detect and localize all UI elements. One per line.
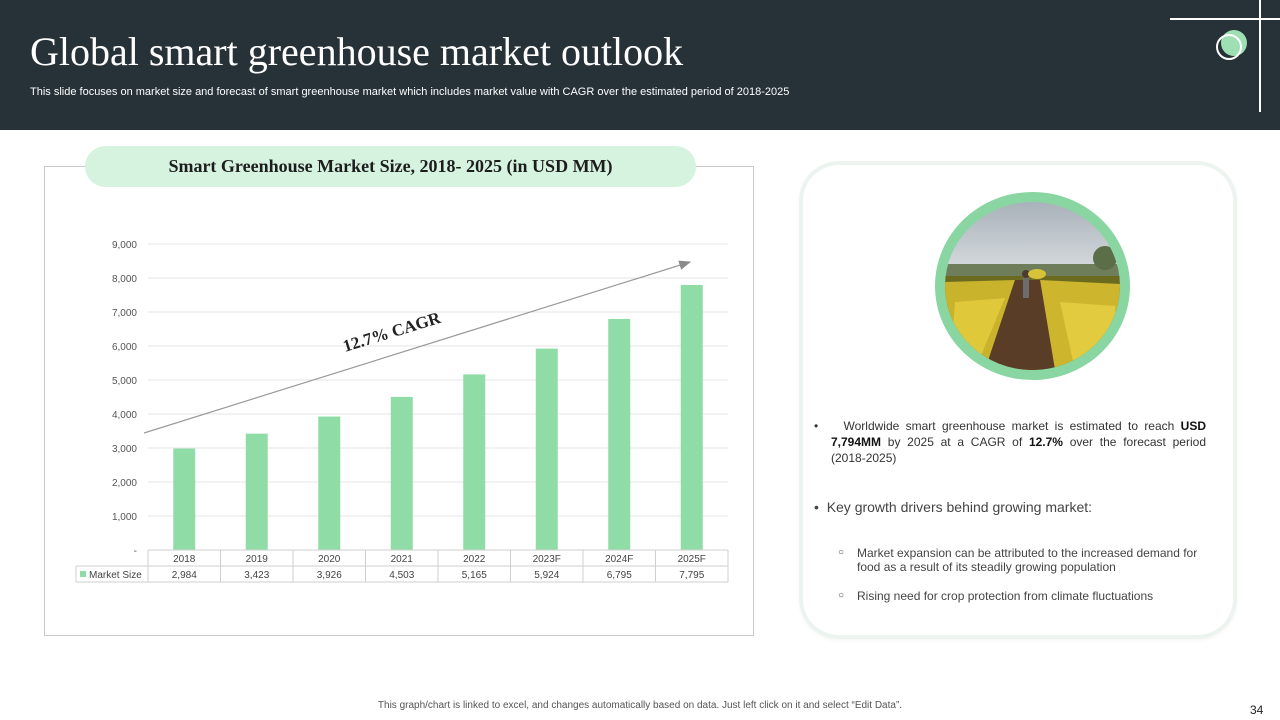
chart-title-pill: Smart Greenhouse Market Size, 2018- 2025… <box>85 146 696 187</box>
data-label: 6,795 <box>607 570 632 581</box>
sub-bullet-crop-protection: ○ Rising need for crop protection from c… <box>838 589 1208 603</box>
y-tick-label: - <box>134 546 137 557</box>
bar <box>318 416 341 550</box>
deco-circle-outline-icon <box>1216 34 1242 60</box>
x-tick-label: 2023F <box>533 554 561 565</box>
cagr-annotation: 12.7% CAGR <box>341 308 444 356</box>
footnote: This graph/chart is linked to excel, and… <box>377 700 903 711</box>
x-tick-label: 2018 <box>173 554 196 565</box>
chart-data-table: 2018 2,984 2019 3,423 2020 3,926 2021 4,503 2022… <box>75 549 729 583</box>
chart-y-axis: - 1,000 2,000 3,000 4,000 5,000 6,000 7,000 8,00… <box>112 240 137 557</box>
sub-bullet-text: Rising need for crop protection from cli… <box>857 589 1154 603</box>
bar <box>463 374 486 550</box>
legend-label: Market Size <box>89 570 142 581</box>
data-label: 3,926 <box>317 570 342 581</box>
flower-field-image <box>945 202 1120 370</box>
y-tick-label: 4,000 <box>112 410 137 421</box>
x-tick-label: 2024F <box>605 554 633 565</box>
bullet-market-estimate: • Worldwide smart greenhouse market is e… <box>814 419 1206 465</box>
bullet1-strong-cagr: 12.7% <box>1028 435 1063 449</box>
greenhouse-photo <box>945 202 1120 370</box>
sub-bullet-text: Market expansion can be attributed to th… <box>857 546 1198 574</box>
bullet1-text-c: over the forecast period (2018-2025) <box>831 435 1206 465</box>
y-tick-label: 7,000 <box>112 308 137 319</box>
x-tick-label: 2021 <box>391 554 414 565</box>
bar <box>680 284 703 550</box>
corner-line-vertical <box>1259 0 1261 112</box>
x-tick-label: 2022 <box>463 554 486 565</box>
y-tick-label: 5,000 <box>112 376 137 387</box>
sub-bullet-demand: ○ Market expansion can be attributed to … <box>838 546 1208 574</box>
bar <box>390 396 413 550</box>
corner-line-horizontal <box>1170 18 1280 20</box>
page-number: 34 <box>1250 703 1264 717</box>
cagr-arrow <box>143 260 692 434</box>
bullet-growth-drivers: • Key growth drivers behind growing mark… <box>814 499 1093 515</box>
page-title: Global smart greenhouse market outlook <box>30 29 684 74</box>
circle-bullet-icon: ○ <box>838 547 845 558</box>
page-subtitle: This slide focuses on market size and fo… <box>30 86 790 98</box>
y-tick-label: 2,000 <box>112 478 137 489</box>
chart-bars <box>173 284 703 550</box>
bullet1-text-a: Worldwide smart greenhouse market is est… <box>843 419 1181 433</box>
data-label: 4,503 <box>389 570 414 581</box>
bullet1-text-b: by 2025 at a CAGR of <box>881 435 1029 449</box>
bar <box>608 318 631 550</box>
y-tick-label: 9,000 <box>112 240 137 251</box>
circle-bullet-icon: ○ <box>838 590 845 601</box>
bar <box>173 448 196 550</box>
y-tick-label: 1,000 <box>112 512 137 523</box>
greenhouse-photo-ring <box>935 192 1130 380</box>
data-label: 5,924 <box>534 570 559 581</box>
data-label: 2,984 <box>172 570 197 581</box>
y-tick-label: 3,000 <box>112 444 137 455</box>
y-tick-label: 8,000 <box>112 274 137 285</box>
bullet2-text: Key growth drivers behind growing market… <box>826 499 1093 515</box>
y-tick-label: 6,000 <box>112 342 137 353</box>
data-label: 7,795 <box>679 570 704 581</box>
data-label: 5,165 <box>462 570 487 581</box>
bar <box>535 348 558 550</box>
bullet1-strong-value: USD 7,794MM <box>831 419 1206 449</box>
data-label: 3,423 <box>244 570 269 581</box>
x-tick-label: 2019 <box>246 554 269 565</box>
chart-gridlines <box>148 243 728 517</box>
x-tick-label: 2020 <box>318 554 341 565</box>
header-band: Global smart greenhouse market outlook T… <box>0 0 1280 130</box>
legend-swatch <box>80 571 86 577</box>
bar <box>245 433 268 550</box>
x-tick-label: 2025F <box>678 554 706 565</box>
